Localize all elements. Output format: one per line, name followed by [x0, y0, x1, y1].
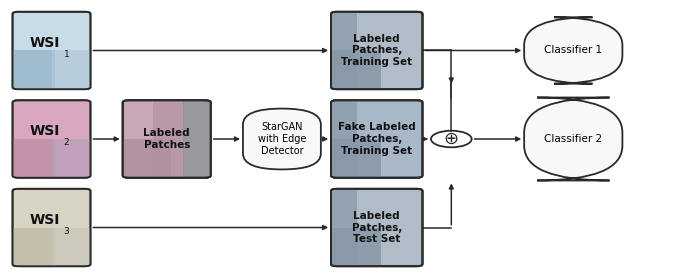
FancyBboxPatch shape: [12, 189, 90, 266]
Text: Classifier 2: Classifier 2: [544, 134, 602, 144]
Text: Classifier 1: Classifier 1: [544, 46, 602, 56]
FancyBboxPatch shape: [331, 189, 422, 266]
FancyBboxPatch shape: [524, 98, 623, 180]
Bar: [331, 100, 356, 178]
Bar: [12, 139, 56, 178]
Bar: [331, 227, 382, 266]
Text: ⊕: ⊕: [444, 130, 459, 148]
Text: 2: 2: [64, 138, 69, 147]
Bar: [52, 227, 90, 266]
Bar: [331, 51, 382, 89]
Text: WSI: WSI: [30, 36, 60, 50]
Bar: [12, 51, 56, 89]
Text: 3: 3: [64, 227, 69, 236]
Text: StarGAN
with Edge
Detector: StarGAN with Edge Detector: [258, 122, 306, 156]
Text: Labeled
Patches,
Test Set: Labeled Patches, Test Set: [352, 211, 402, 244]
Text: WSI: WSI: [30, 213, 60, 227]
Bar: [52, 139, 90, 178]
Bar: [331, 189, 356, 266]
FancyBboxPatch shape: [123, 100, 210, 178]
Bar: [153, 100, 184, 178]
FancyBboxPatch shape: [524, 17, 623, 84]
FancyBboxPatch shape: [12, 12, 90, 89]
FancyBboxPatch shape: [331, 12, 422, 89]
Bar: [52, 51, 90, 89]
Bar: [183, 100, 210, 178]
Text: WSI: WSI: [30, 124, 60, 138]
Text: Labeled
Patches: Labeled Patches: [143, 128, 190, 150]
Circle shape: [431, 131, 472, 147]
Text: 1: 1: [64, 50, 69, 59]
Bar: [123, 139, 171, 178]
Text: Fake Labeled
Patches,
Training Set: Fake Labeled Patches, Training Set: [338, 122, 416, 156]
FancyBboxPatch shape: [331, 100, 422, 178]
FancyBboxPatch shape: [12, 100, 90, 178]
Text: Labeled
Patches,
Training Set: Labeled Patches, Training Set: [342, 34, 412, 67]
Bar: [12, 227, 56, 266]
Bar: [331, 139, 382, 178]
FancyBboxPatch shape: [243, 109, 321, 169]
Bar: [331, 12, 356, 89]
